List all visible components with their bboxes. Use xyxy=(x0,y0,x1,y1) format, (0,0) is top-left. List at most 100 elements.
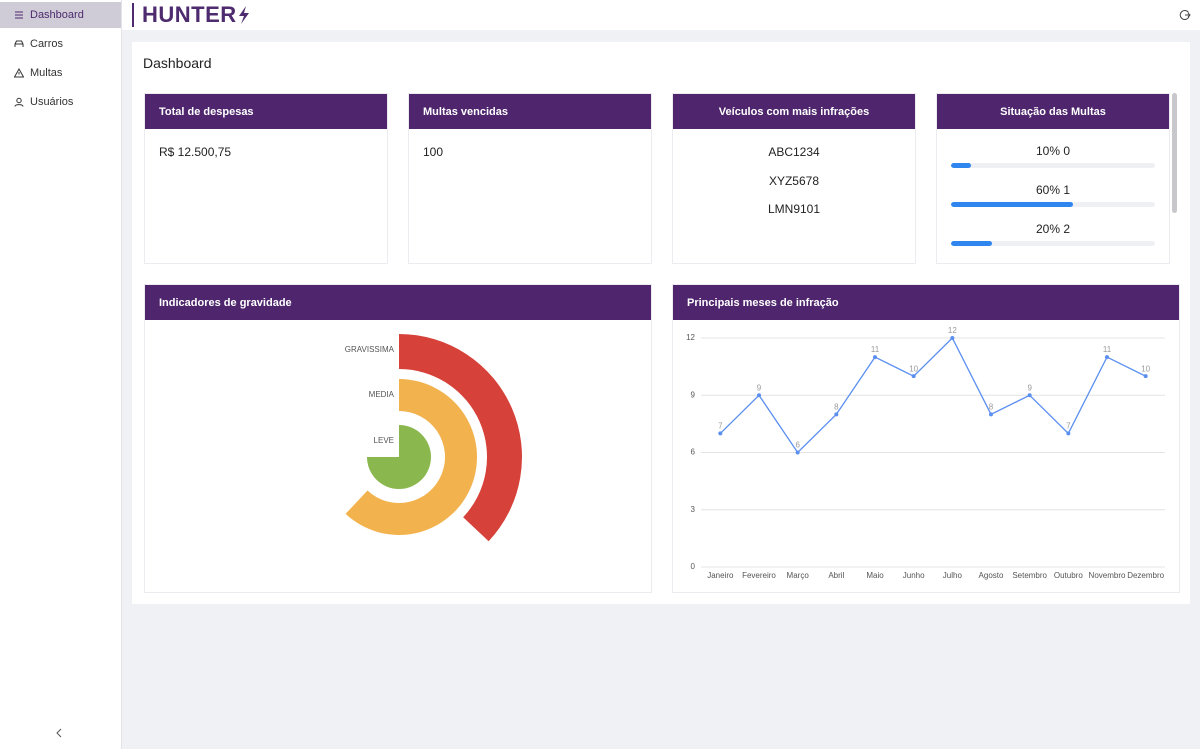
nav-label: Multas xyxy=(30,67,63,79)
x-tick-label: Setembro xyxy=(1012,571,1047,580)
ring-label: MEDIA xyxy=(369,390,395,399)
x-tick-label: Junho xyxy=(903,571,925,580)
data-label: 11 xyxy=(871,345,880,354)
x-tick-label: Março xyxy=(787,571,810,580)
x-tick-label: Outubro xyxy=(1054,571,1083,580)
line-chart: 0 3 6 9 12 Janeiro Fevereiro Março Abril Maio Junh… xyxy=(686,326,1165,580)
chart-title: Indicadores de gravidade xyxy=(145,285,651,320)
line-point xyxy=(873,355,877,360)
status-list: 10% 0 60% 1 20% 2 5% 3 xyxy=(937,129,1169,263)
x-tick-label: Maio xyxy=(866,571,884,580)
y-tick-label: 0 xyxy=(691,562,696,571)
nav-label: Usuários xyxy=(30,96,74,108)
nav-carros[interactable]: Carros xyxy=(0,31,121,57)
user-icon xyxy=(14,97,24,107)
data-label: 10 xyxy=(1141,364,1150,373)
line-point xyxy=(795,450,800,455)
logo: HUNTER xyxy=(132,2,251,27)
line-point xyxy=(911,374,916,379)
data-label: 9 xyxy=(1027,383,1032,392)
nav-multas[interactable]: Multas xyxy=(0,60,121,86)
x-tick-label: Janeiro xyxy=(707,571,734,580)
line-point xyxy=(834,412,839,417)
radial-bar xyxy=(399,334,522,542)
nav-label: Carros xyxy=(30,38,64,50)
card-header: Situação das Multas xyxy=(937,94,1169,129)
card-overdue: Multas vencidas 100 xyxy=(408,93,652,264)
progress-bar xyxy=(951,202,1074,207)
data-label: 10 xyxy=(909,364,918,373)
vehicle-plate: XYZ5678 xyxy=(768,173,820,188)
data-label: 7 xyxy=(718,422,723,431)
line-point xyxy=(950,336,955,340)
card-header: Multas vencidas xyxy=(409,94,651,129)
card-header: Total de despesas xyxy=(145,94,387,129)
data-label: 8 xyxy=(989,402,994,411)
nav-usuarios[interactable]: Usuários xyxy=(0,89,121,115)
card-header: Veículos com mais infrações xyxy=(673,94,915,129)
progress-track xyxy=(951,241,1155,246)
radial-chart: GRAVISSIMA MEDIA LEVE xyxy=(345,334,522,542)
progress-track xyxy=(951,202,1155,207)
line-point xyxy=(1105,355,1109,360)
ring-label: LEVE xyxy=(374,436,394,445)
vehicle-list: ABC1234 XYZ5678 LMN9101 xyxy=(673,129,915,247)
chart-title: Principais meses de infração xyxy=(673,285,1179,320)
warning-icon xyxy=(14,68,24,78)
y-tick-label: 6 xyxy=(691,448,696,457)
x-tick-label: Novembro xyxy=(1089,571,1126,580)
y-tick-label: 12 xyxy=(686,333,695,342)
nav-label: Dashboard xyxy=(30,9,84,21)
data-label: 11 xyxy=(1103,345,1112,354)
sidebar: Dashboard Carros Multas Usuários xyxy=(0,0,122,749)
status-label: 5% 3 xyxy=(951,261,1155,263)
line-point xyxy=(718,431,723,436)
card-value: 100 xyxy=(423,145,444,159)
line-point xyxy=(989,412,993,417)
status-label: 20% 2 xyxy=(1035,222,1071,236)
data-label: 12 xyxy=(948,326,957,335)
collapse-button[interactable] xyxy=(54,726,64,742)
card-value: R$ 12.500,75 xyxy=(159,145,232,159)
ring-label: GRAVISSIMA xyxy=(345,345,395,354)
data-label: 6 xyxy=(795,441,800,450)
car-icon xyxy=(14,40,24,47)
logout-icon[interactable] xyxy=(1179,9,1191,21)
nav-dashboard[interactable]: Dashboard xyxy=(0,2,121,28)
card-months: Principais meses de infração 0 3 6 9 12 Janei… xyxy=(672,284,1180,593)
chevron-icon xyxy=(56,728,62,738)
data-label: 8 xyxy=(834,402,839,411)
x-tick-label: Dezembro xyxy=(1127,571,1164,580)
logo-text: HUNTER xyxy=(142,2,237,27)
topbar: HUNTER xyxy=(122,0,1200,30)
data-label: 7 xyxy=(1066,422,1071,431)
data-label: 9 xyxy=(757,383,762,392)
line-point xyxy=(1066,431,1071,436)
line-series xyxy=(719,336,1146,454)
card-expenses: Total de despesas R$ 12.500,75 xyxy=(144,93,388,264)
card-status: Situação das Multas 10% 0 60% 1 20% 2 5% 3 xyxy=(936,93,1170,264)
bolt-icon xyxy=(238,6,249,24)
x-tick-label: Julho xyxy=(943,571,963,580)
scrollbar xyxy=(1172,93,1177,213)
line-point xyxy=(1027,393,1032,398)
vehicle-plate: ABC1234 xyxy=(768,145,820,159)
line-point xyxy=(757,393,761,398)
card-vehicles: Veículos com mais infrações ABC1234 XYZ56… xyxy=(672,93,916,264)
menu-icon xyxy=(15,11,23,19)
status-label: 60% 1 xyxy=(1035,183,1071,197)
y-tick-label: 3 xyxy=(691,505,696,514)
progress-bar xyxy=(951,163,972,168)
y-tick-label: 9 xyxy=(691,390,696,399)
page-title: Dashboard xyxy=(143,55,212,71)
x-tick-label: Fevereiro xyxy=(742,571,776,580)
x-tick-label: Agosto xyxy=(979,571,1004,580)
vehicle-plate: LMN9101 xyxy=(767,202,821,216)
card-gravity: Indicadores de gravidade GRAVISSIMA MEDIA… xyxy=(144,284,652,593)
line-point xyxy=(1143,374,1148,379)
status-label: 10% 0 xyxy=(1035,144,1071,158)
x-tick-label: Abril xyxy=(828,571,844,580)
progress-track xyxy=(951,163,1155,168)
progress-bar xyxy=(951,241,992,246)
